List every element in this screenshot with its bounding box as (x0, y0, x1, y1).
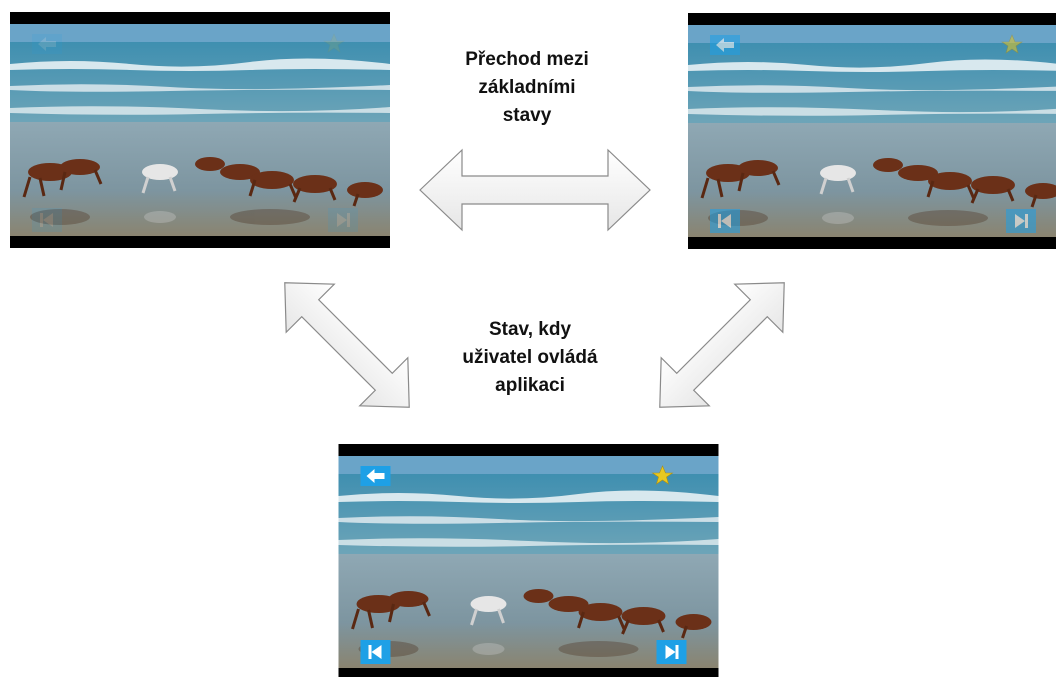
control-label: Stav, kdy (489, 319, 571, 340)
state-control (337, 444, 720, 677)
control-label: uživatel ovládá (462, 347, 598, 368)
double-arrow (659, 282, 785, 408)
double-arrow (284, 282, 410, 408)
state-idle (10, 12, 390, 248)
control-label: aplikaci (495, 375, 565, 396)
state-visible (688, 12, 1056, 250)
transition-label: Přechod mezi (465, 49, 589, 70)
transition-label: stavy (503, 105, 552, 126)
transition-label: základními (478, 77, 575, 98)
double-arrow (419, 148, 651, 232)
